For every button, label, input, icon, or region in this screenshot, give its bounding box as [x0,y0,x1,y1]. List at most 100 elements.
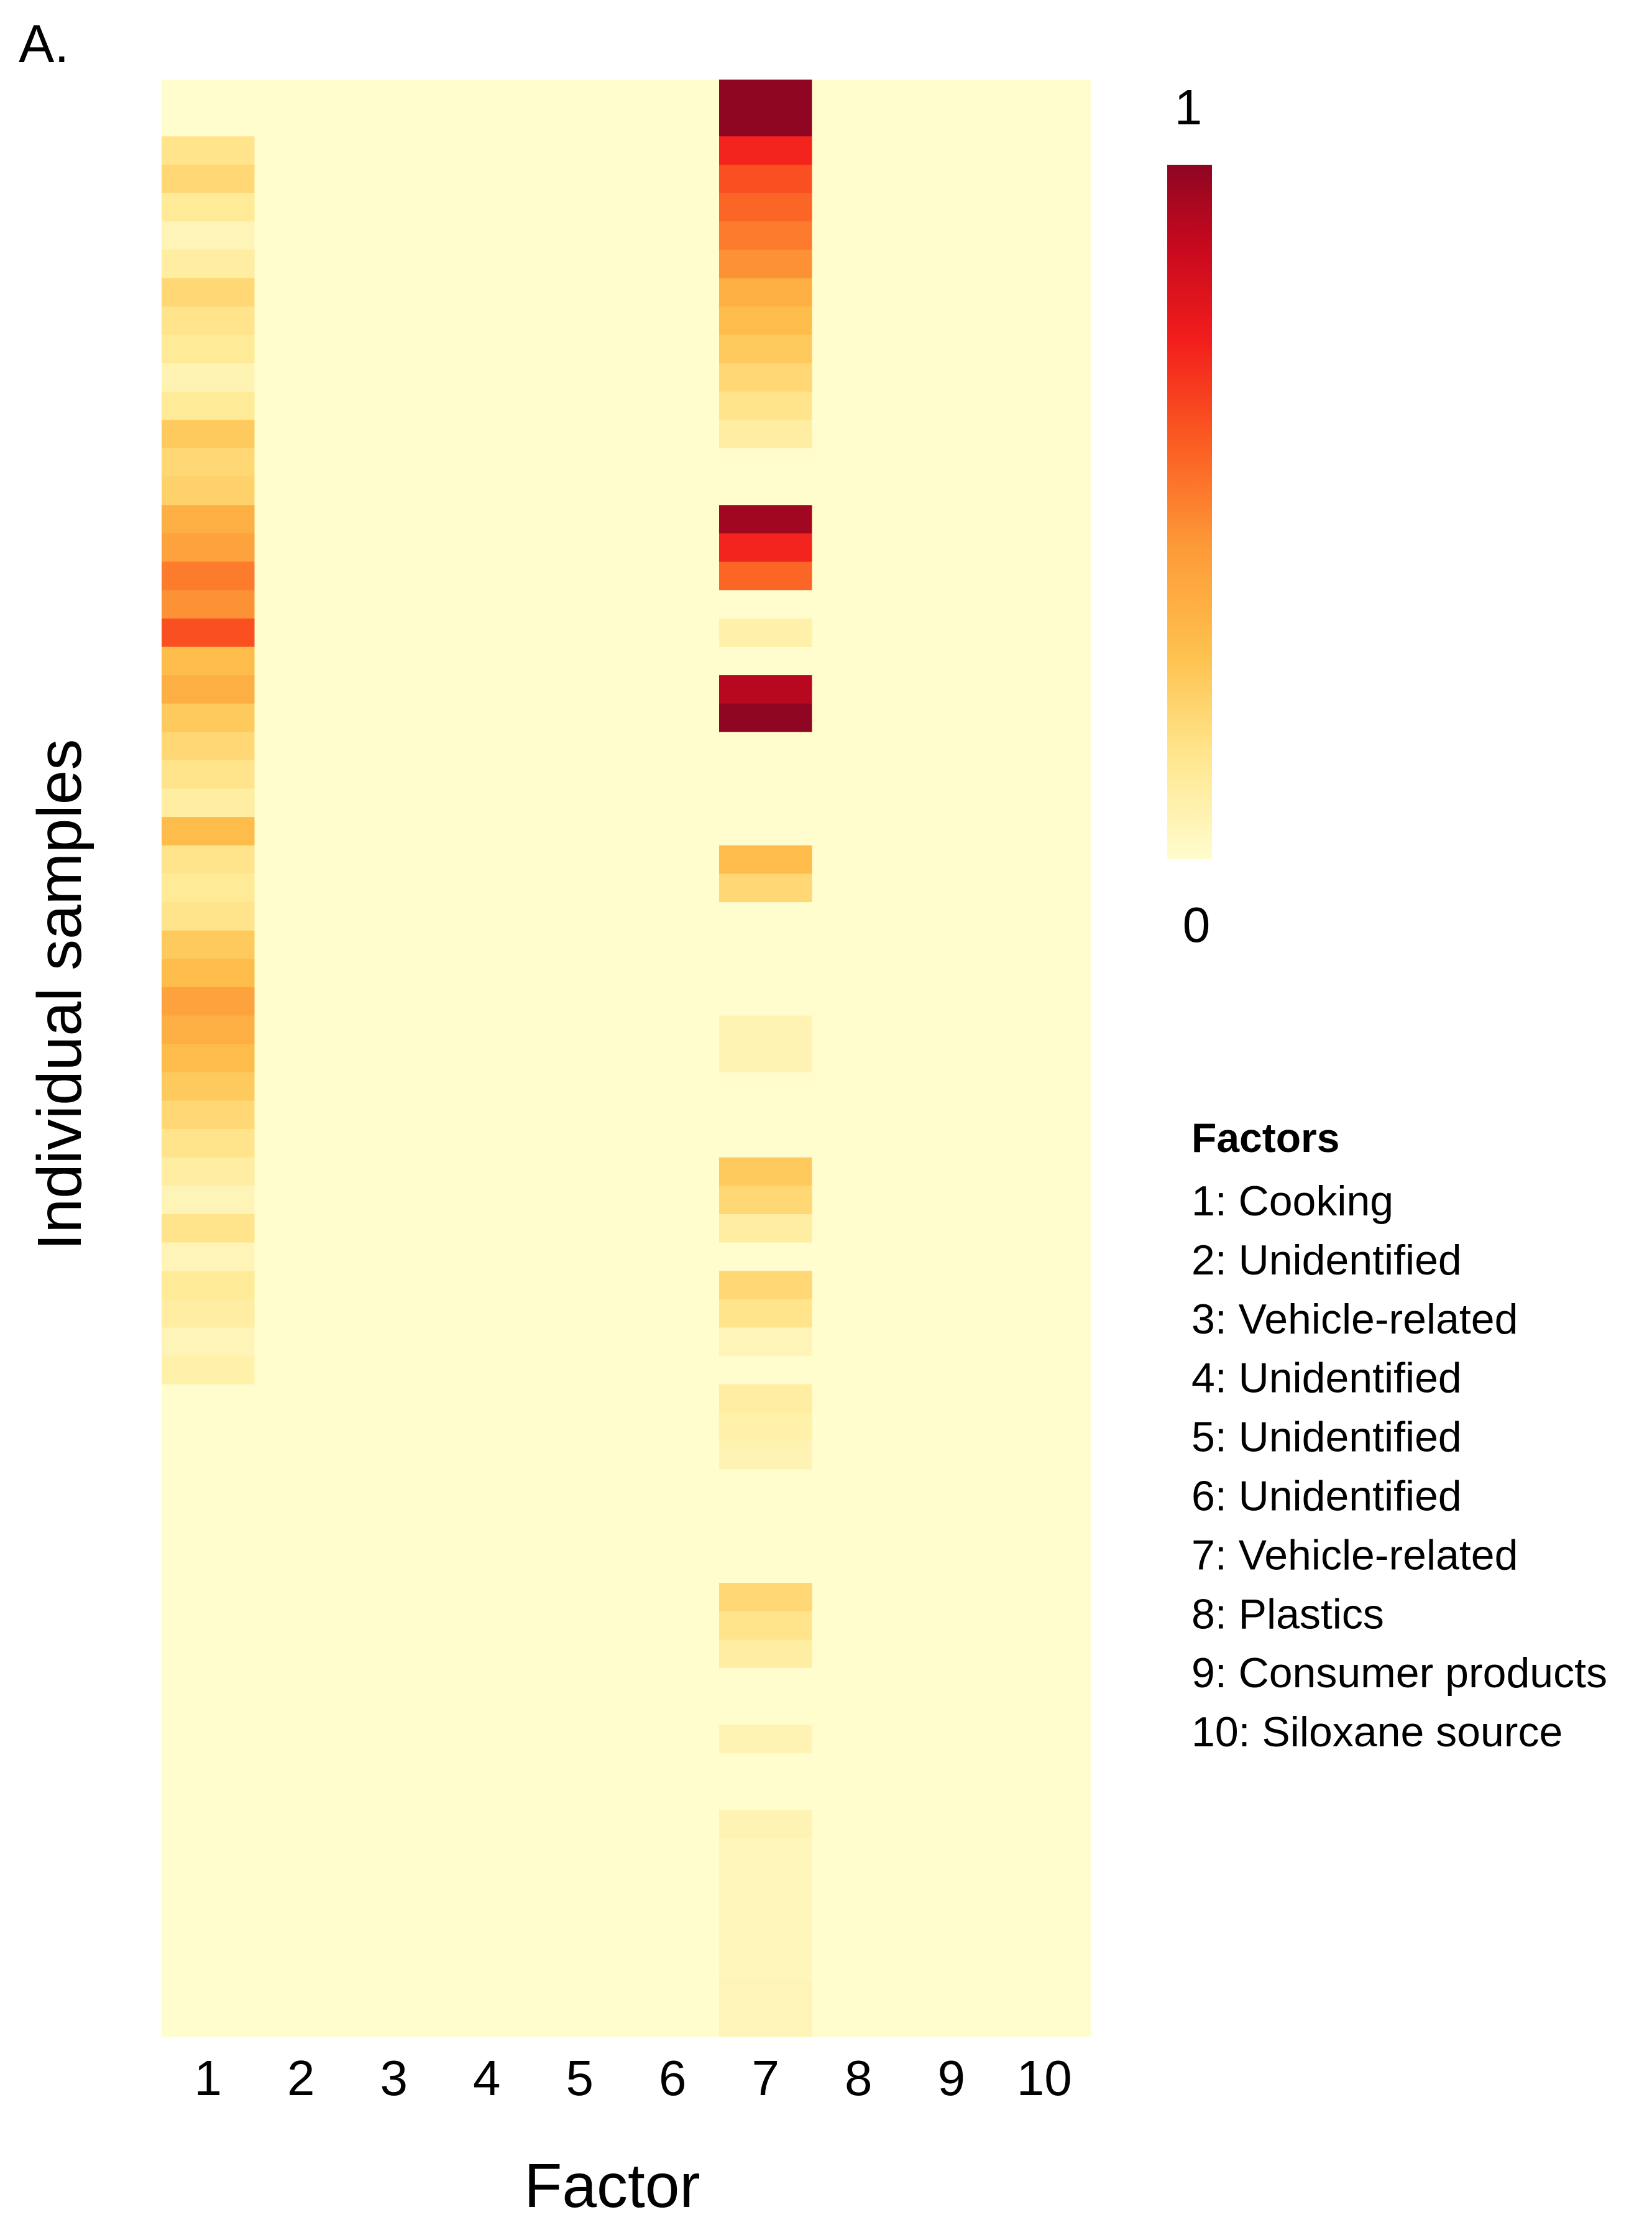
heatmap-cell [254,1526,348,1555]
heatmap-cell [626,845,720,875]
heatmap-cell [533,1157,627,1186]
heatmap-cell [812,987,906,1016]
heatmap-cell [162,1356,255,1385]
heatmap-cell [719,1725,813,1754]
heatmap-cell [347,675,441,704]
heatmap-cell [254,221,348,251]
heatmap-cell [254,618,348,648]
heatmap-cell [626,1299,720,1329]
heatmap-cell [998,80,1091,109]
heatmap-cell [812,533,906,563]
colorbar-max-label: 1 [1175,80,1203,135]
heatmap-cell [905,1327,999,1357]
heatmap-cell [254,1129,348,1158]
heatmap-cell [347,221,441,251]
heatmap-cell [254,1611,348,1640]
heatmap-cell [162,249,255,279]
heatmap-cell [905,80,999,109]
heatmap-cell [812,1100,906,1130]
heatmap-cell [254,760,348,790]
heatmap-cell [347,1242,441,1271]
heatmap-cell [440,703,534,732]
heatmap-cell [347,1356,441,1385]
heatmap-cell [440,278,534,307]
heatmap-cell [719,363,813,392]
heatmap-cell [812,1157,906,1186]
heatmap-cell [812,1838,906,1867]
heatmap-cell [998,1186,1091,1215]
heatmap-cell [162,561,255,591]
heatmap-cell [162,1526,255,1555]
heatmap-cell [626,902,720,931]
heatmap-cell [440,845,534,875]
heatmap-cell [905,1696,999,1725]
heatmap-cell [998,334,1091,364]
heatmap-cell [998,817,1091,846]
heatmap-cell [626,959,720,988]
heatmap-cell [719,647,813,676]
heatmap-cell [998,1157,1091,1186]
heatmap-cell [626,221,720,251]
heatmap-cell [533,590,627,619]
heatmap-cell [533,561,627,591]
heatmap-cell [162,732,255,761]
heatmap-cell [812,136,906,165]
heatmap-cell [347,1894,441,1924]
heatmap-cell [162,930,255,959]
heatmap-cell [719,1469,813,1498]
heatmap-cell [626,1667,720,1697]
heatmap-cell [533,1356,627,1385]
heatmap-cell [254,930,348,959]
heatmap-cell [719,1498,813,1527]
heatmap-cell [347,1157,441,1186]
heatmap-cell [812,561,906,591]
heatmap-cell [347,845,441,875]
heatmap-cell [440,959,534,988]
heatmap-cell [812,760,906,790]
heatmap-cell [254,2008,348,2037]
heatmap-cell [998,1951,1091,1981]
heatmap-cell [254,1214,348,1243]
heatmap-cell [626,2008,720,2037]
heatmap-cell [998,278,1091,307]
heatmap-cell [254,1923,348,1952]
heatmap-cell [719,987,813,1016]
heatmap-cell [998,448,1091,477]
heatmap-cell [812,334,906,364]
heatmap-cell [440,590,534,619]
heatmap-cell [905,1554,999,1583]
x-tick-labels: 1 2 3 4 5 6 7 8 9 10 [195,2050,1072,2106]
heatmap-cell [254,1838,348,1867]
heatmap-cell [812,1810,906,1839]
heatmap-cell [162,1923,255,1952]
heatmap-cell [812,278,906,307]
heatmap-cell [533,930,627,959]
heatmap-cell [162,1327,255,1357]
heatmap-cell [162,1810,255,1839]
legend-item: 8: Plastics [1191,1590,1384,1638]
heatmap-cell [440,1129,534,1158]
heatmap-cell [998,1242,1091,1271]
heatmap-cell [254,1753,348,1782]
heatmap-cell [533,533,627,563]
heatmap-cell [440,1667,534,1697]
heatmap-cell [347,1639,441,1669]
heatmap-cell [440,760,534,790]
heatmap-cell [998,675,1091,704]
heatmap-cell [347,1412,441,1442]
heatmap-cell [905,1100,999,1130]
heatmap-cell [719,1583,813,1612]
heatmap-cell [719,1894,813,1924]
heatmap-cell [254,1639,348,1669]
heatmap-cell [719,1044,813,1073]
heatmap-cell [440,249,534,279]
heatmap-cell [162,675,255,704]
heatmap-cell [812,1214,906,1243]
heatmap-cell [719,221,813,251]
heatmap-cell [347,1696,441,1725]
heatmap-cell [347,164,441,194]
heatmap-cell [719,1667,813,1697]
heatmap-cell [533,1781,627,1810]
heatmap-cell [440,732,534,761]
heatmap-cell [440,391,534,421]
